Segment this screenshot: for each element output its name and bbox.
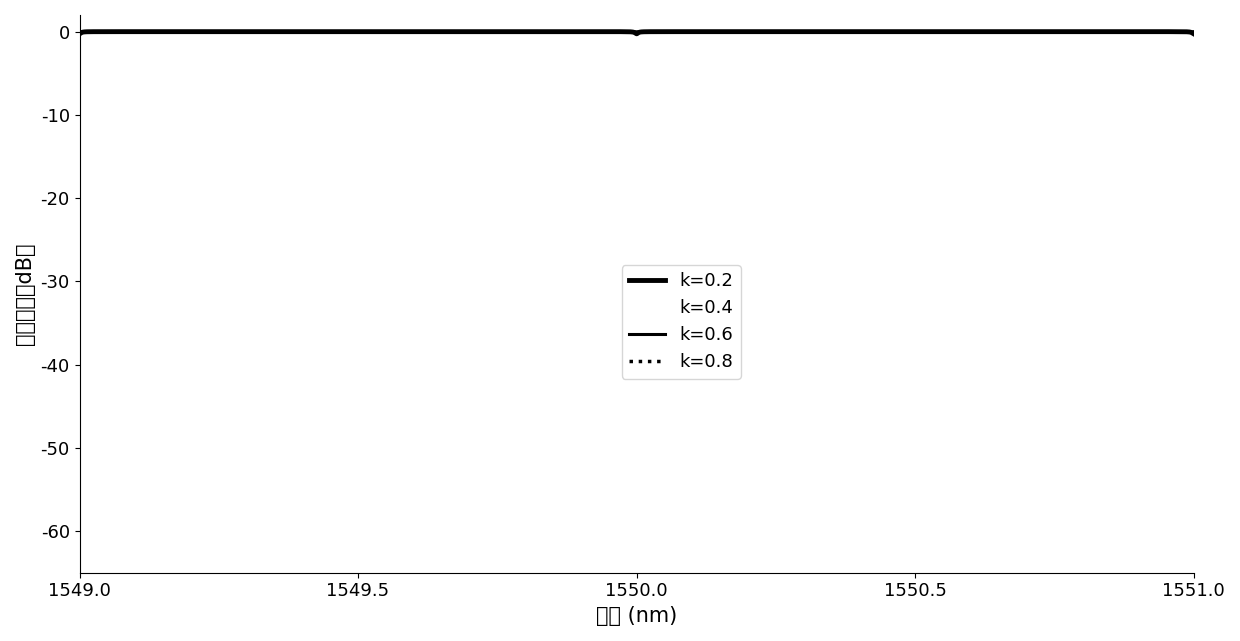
- k=0.2: [642, 28, 657, 35]
- k=0.2: [72, 30, 87, 38]
- k=0.4: [72, 28, 87, 36]
- k=0.4: [642, 28, 657, 36]
- k=0.2: [1187, 30, 1202, 38]
- k=0.2: [351, 28, 366, 35]
- k=0.6: [237, 28, 252, 35]
- k=0.8: [130, 28, 145, 35]
- k=0.4: [361, 28, 376, 35]
- k=0.6: [351, 28, 366, 35]
- Legend: k=0.2, k=0.4, k=0.6, k=0.8: k=0.2, k=0.4, k=0.6, k=0.8: [621, 265, 740, 379]
- k=0.6: [72, 28, 87, 36]
- Y-axis label: 透射光谱（dB）: 透射光谱（dB）: [15, 242, 35, 345]
- k=0.8: [750, 28, 765, 35]
- k=0.2: [237, 28, 252, 35]
- k=0.6: [750, 28, 765, 35]
- k=0.2: [658, 28, 673, 35]
- k=0.6: [130, 28, 145, 35]
- k=0.2: [130, 28, 145, 35]
- k=0.4: [351, 28, 366, 35]
- k=0.4: [237, 28, 252, 35]
- k=0.6: [642, 28, 657, 36]
- k=0.4: [658, 28, 673, 35]
- k=0.8: [1187, 28, 1202, 36]
- X-axis label: 波长 (nm): 波长 (nm): [596, 606, 677, 626]
- k=0.8: [72, 28, 87, 36]
- k=0.2: [750, 28, 765, 35]
- k=0.8: [642, 28, 657, 35]
- k=0.8: [658, 28, 673, 35]
- k=0.6: [658, 28, 673, 35]
- k=0.6: [1187, 28, 1202, 36]
- k=0.8: [351, 28, 366, 35]
- k=0.8: [361, 28, 376, 35]
- k=0.2: [361, 28, 376, 35]
- k=0.8: [237, 28, 252, 35]
- k=0.4: [1187, 28, 1202, 36]
- k=0.6: [361, 28, 376, 35]
- k=0.4: [750, 28, 765, 35]
- Line: k=0.2: k=0.2: [79, 31, 1194, 34]
- k=0.4: [130, 28, 145, 35]
